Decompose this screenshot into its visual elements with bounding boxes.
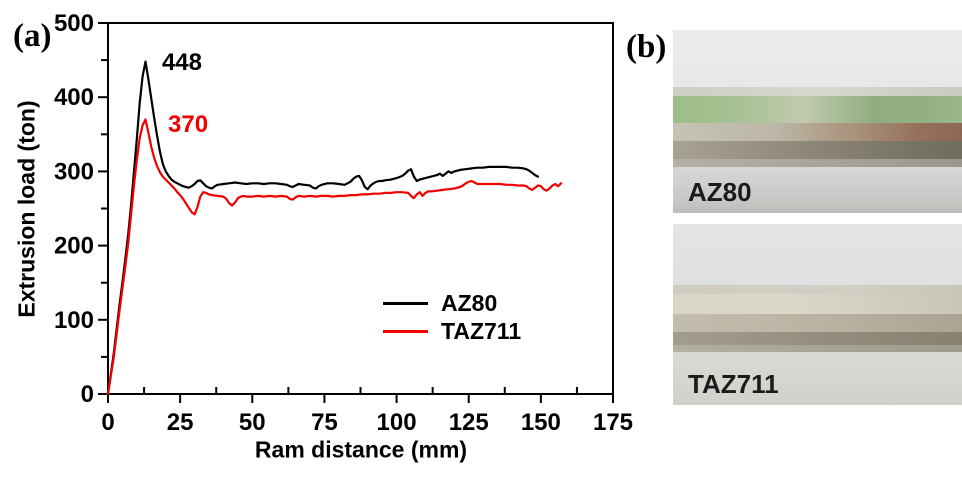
series-line-taz711 — [106, 118, 563, 396]
y-tick-label: 200 — [54, 233, 94, 260]
rod-highlight-band — [673, 285, 962, 295]
photo-label-az80: AZ80 — [688, 177, 752, 207]
panel-a-label: (a) — [13, 18, 52, 54]
photo-label-taz711: TAZ711 — [688, 369, 779, 399]
photo-taz711-rod: TAZ711 — [673, 224, 962, 405]
peak-value-annotation: 370 — [168, 111, 209, 139]
x-tick-label: 0 — [101, 409, 114, 436]
rod-image-az80 — [673, 87, 962, 167]
series-line-az80 — [106, 60, 540, 396]
rod-green-tint-band — [673, 95, 962, 123]
x-tick-label: 175 — [593, 409, 633, 436]
panel-b-label: (b) — [626, 29, 667, 65]
x-tick-label: 50 — [239, 409, 266, 436]
rod-highlight-band — [673, 87, 962, 96]
x-tick-label: 25 — [167, 409, 194, 436]
x-axis-title: Ram distance (mm) — [254, 436, 468, 463]
rod-mid-band — [673, 314, 962, 332]
legend-label: TAZ711 — [441, 317, 522, 344]
extrusion-load-chart: 0 25 50 75 100 125 150 175 0 100 200 300 400 500 — [54, 10, 633, 436]
rod-image-taz711 — [673, 285, 962, 352]
x-tick-label: 150 — [521, 409, 561, 436]
chart-legend: AZ80 TAZ711 — [383, 289, 521, 345]
rod-bottom-edge — [673, 158, 962, 167]
rod-shadow-band — [673, 140, 962, 159]
y-tick-label: 0 — [81, 381, 94, 408]
y-tick-label: 100 — [54, 307, 94, 334]
rod-mid-band — [673, 122, 962, 141]
y-tick-label: 300 — [54, 158, 94, 185]
y-tick-label: 500 — [54, 10, 94, 37]
plot-frame — [107, 22, 614, 395]
legend-label: AZ80 — [441, 289, 498, 316]
peak-value-annotation: 448 — [161, 49, 202, 77]
x-tick-label: 100 — [377, 409, 417, 436]
legend-line-swatch — [383, 329, 428, 333]
x-tick-label: 75 — [311, 409, 338, 436]
rod-shadow-band — [673, 331, 962, 346]
legend-item-az80: AZ80 — [383, 289, 521, 317]
x-tick-label: 125 — [449, 409, 489, 436]
legend-line-swatch — [383, 301, 428, 305]
photo-az80-rod: AZ80 — [673, 30, 962, 213]
y-tick-label: 400 — [54, 84, 94, 111]
rod-bright-band — [673, 294, 962, 315]
y-axis-title: Extrusion load (ton) — [13, 100, 40, 318]
legend-item-taz711: TAZ711 — [383, 317, 521, 345]
rod-bottom-edge — [673, 345, 962, 352]
